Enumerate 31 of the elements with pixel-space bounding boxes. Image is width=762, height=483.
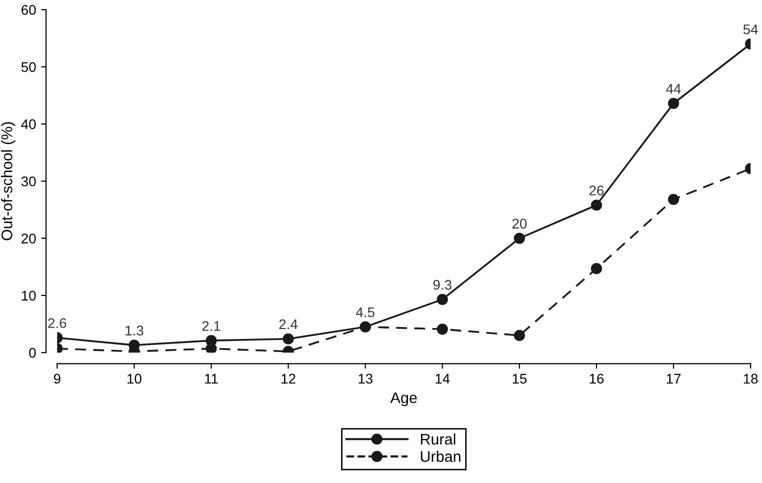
legend-label: Rural (420, 433, 456, 445)
data-label: 2.6 (48, 318, 66, 328)
data-label: 20 (512, 218, 527, 229)
y-tick-label: 0 (29, 348, 36, 358)
x-tick-label: 16 (590, 374, 604, 384)
y-tick-label: 10 (22, 290, 36, 301)
x-axis-title: Age (390, 392, 417, 406)
data-label: 26 (589, 186, 604, 196)
data-label: 54 (743, 24, 758, 34)
data-label: 4.5 (356, 307, 374, 318)
x-tick-label: 12 (282, 374, 296, 384)
x-tick-label: 9 (54, 374, 60, 384)
y-tick-label: 40 (21, 119, 36, 130)
legend-label: Urban (420, 450, 460, 462)
data-label: 2.1 (202, 321, 220, 331)
x-tick-label: 11 (205, 374, 218, 384)
y-axis-title: Out-of-school (%) (1, 122, 16, 240)
y-tick-label: 50 (21, 62, 36, 72)
data-label: 2.4 (279, 319, 298, 330)
y-tick-label: 20 (22, 234, 36, 244)
x-tick-label: 14 (436, 374, 450, 384)
data-label: 1.3 (126, 326, 144, 336)
data-label: 44 (666, 84, 681, 94)
x-tick-label: 10 (128, 374, 142, 384)
x-tick-label: 17 (666, 374, 681, 384)
x-tick-label: 15 (512, 374, 527, 384)
data-label: 9.3 (433, 280, 452, 290)
y-tick-label: 30 (21, 176, 36, 186)
y-tick-label: 60 (22, 4, 36, 15)
x-tick-label: 13 (358, 374, 372, 384)
x-tick-label: 18 (744, 374, 758, 384)
